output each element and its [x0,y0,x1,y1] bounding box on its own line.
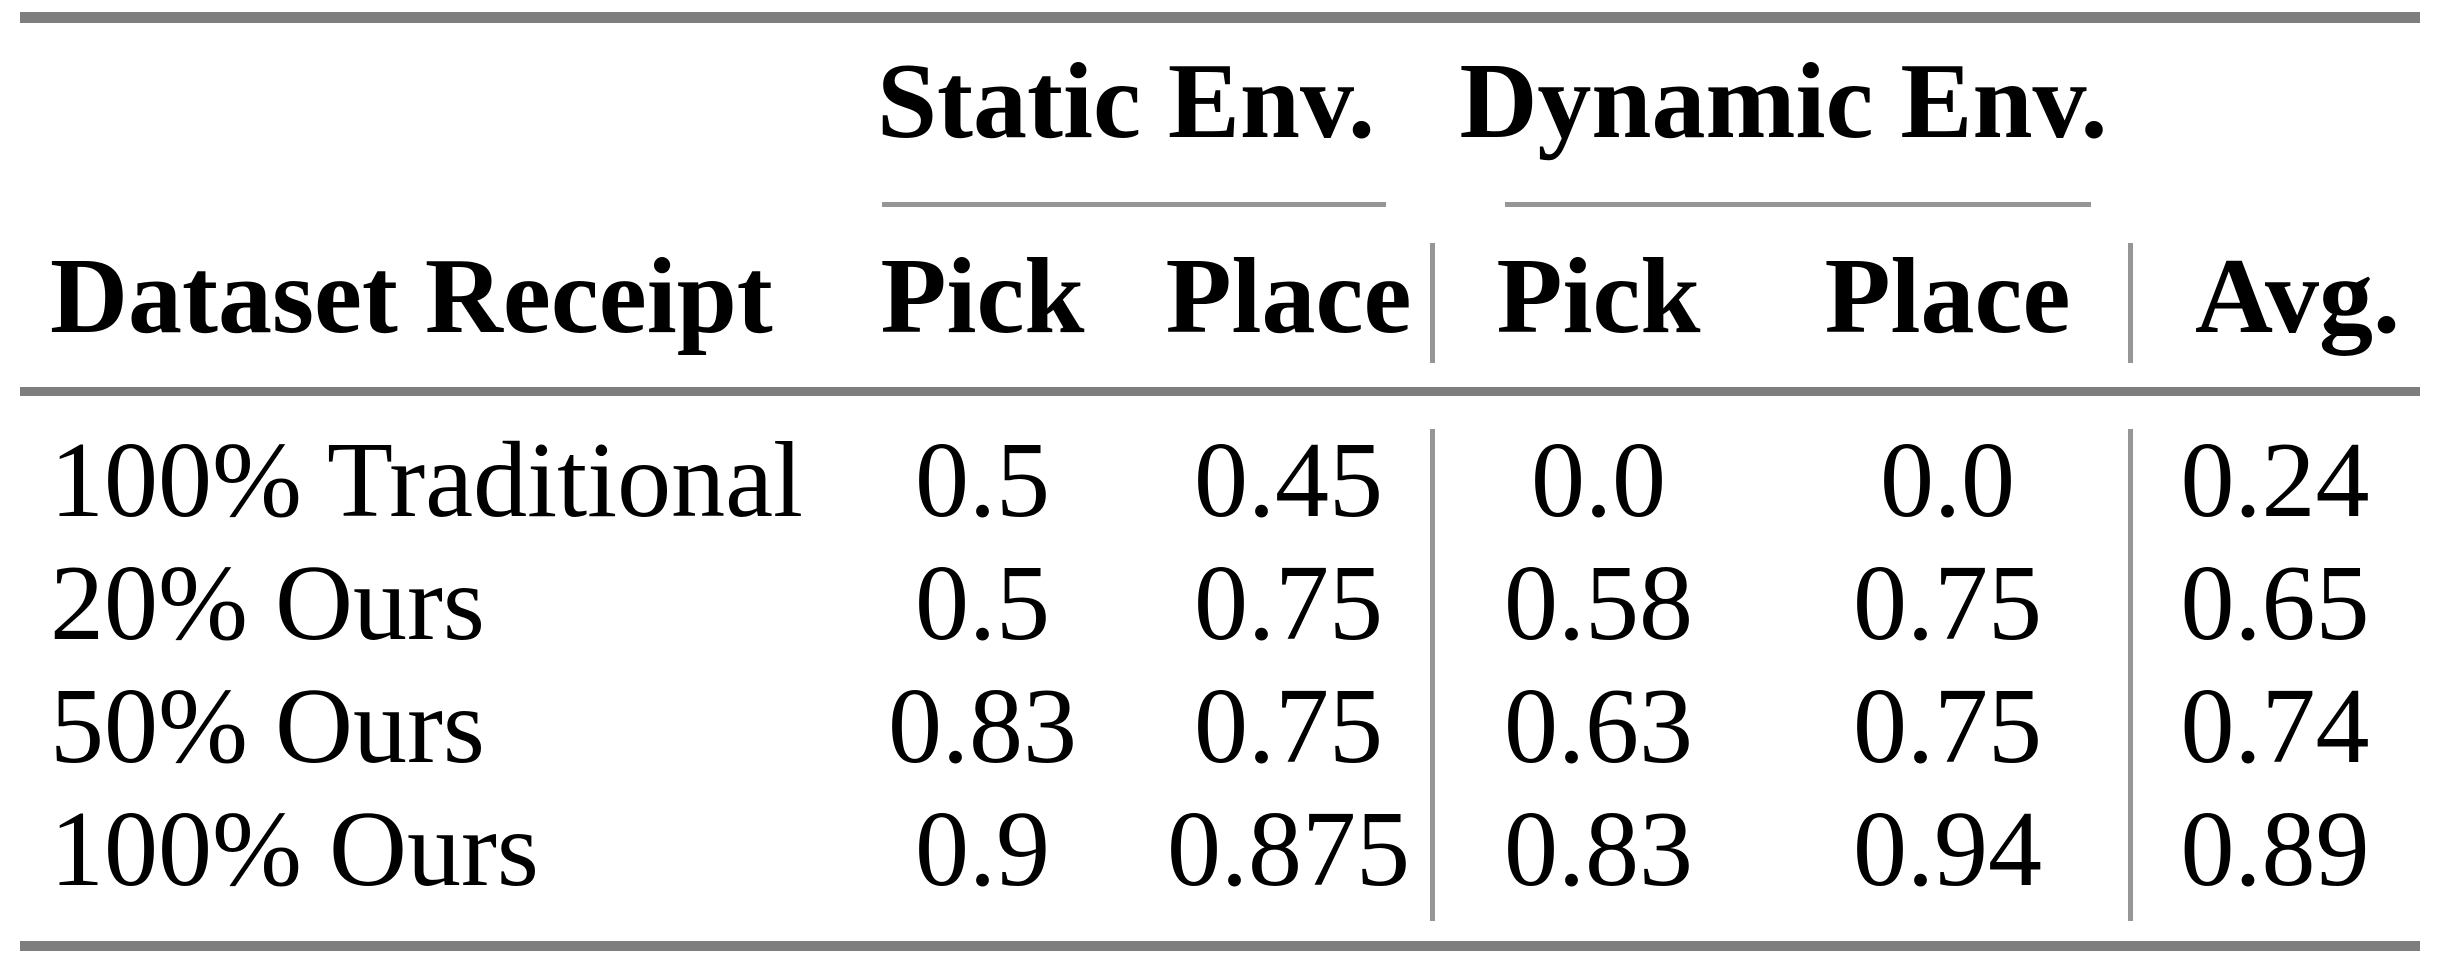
static-place-value: 0.75 [1194,666,1383,786]
table-row: 100% Traditional 0.5 0.45 0.0 0.0 0.24 [20,419,2420,542]
table-row: 100% Ours 0.9 0.875 0.83 0.94 0.89 [20,788,2420,911]
header-dynamic-place: Place [1824,237,2071,356]
row-label: 20% Ours [50,543,485,663]
column-group-static-env-label: Static Env. [876,42,1376,161]
avg-value: 0.89 [2180,789,2370,909]
static-pick-value: 0.5 [915,420,1050,540]
header-static-pick: Pick [880,237,1085,356]
row-label: 100% Ours [50,789,539,909]
header-static-place: Place [1165,237,1412,356]
header-avg: Avg. [2195,237,2400,356]
static-place-value: 0.45 [1194,420,1383,540]
header-dynamic-pick: Pick [1496,237,1701,356]
vertical-separator-static-dynamic-body [1430,429,1435,921]
table-header-row: Dataset Receipt Pick Place Pick Place Av… [20,207,2420,387]
dynamic-place-value: 0.75 [1853,666,2042,786]
bottom-rule [20,941,2420,951]
vertical-separator-dynamic-avg-header [2128,243,2133,363]
dynamic-place-value: 0.0 [1880,420,2015,540]
static-env-cmidrule [882,202,1386,207]
top-rule [20,12,2420,23]
static-place-value: 0.75 [1194,543,1383,663]
column-group-dynamic-env: Dynamic Env. [1437,13,2130,191]
table-row: 50% Ours 0.83 0.75 0.63 0.75 0.74 [20,665,2420,788]
avg-value: 0.24 [2180,420,2370,540]
header-dataset-receipt: Dataset Receipt [50,237,773,356]
avg-value: 0.65 [2180,543,2370,663]
static-pick-value: 0.5 [915,543,1050,663]
row-label: 100% Traditional [50,420,804,540]
vertical-separator-static-dynamic-header [1430,243,1435,363]
column-group-static-env: Static Env. [820,13,1432,191]
row-label: 50% Ours [50,666,485,786]
dynamic-place-value: 0.75 [1853,543,2042,663]
vertical-separator-dynamic-avg-body [2128,429,2133,921]
dynamic-pick-value: 0.0 [1531,420,1666,540]
avg-value: 0.74 [2180,666,2370,786]
dynamic-pick-value: 0.83 [1504,789,1693,909]
column-group-dynamic-env-label: Dynamic Env. [1459,42,2108,161]
dynamic-pick-value: 0.63 [1504,666,1693,786]
static-pick-value: 0.9 [915,789,1050,909]
header-body-divider-rule [20,387,2420,396]
static-place-value: 0.875 [1167,789,1410,909]
table-body: 100% Traditional 0.5 0.45 0.0 0.0 0.24 2… [20,419,2420,911]
static-pick-value: 0.83 [888,666,1077,786]
table-row: 20% Ours 0.5 0.75 0.58 0.75 0.65 [20,542,2420,665]
dynamic-env-cmidrule [1505,202,2091,207]
dynamic-place-value: 0.94 [1853,789,2042,909]
dynamic-pick-value: 0.58 [1504,543,1693,663]
